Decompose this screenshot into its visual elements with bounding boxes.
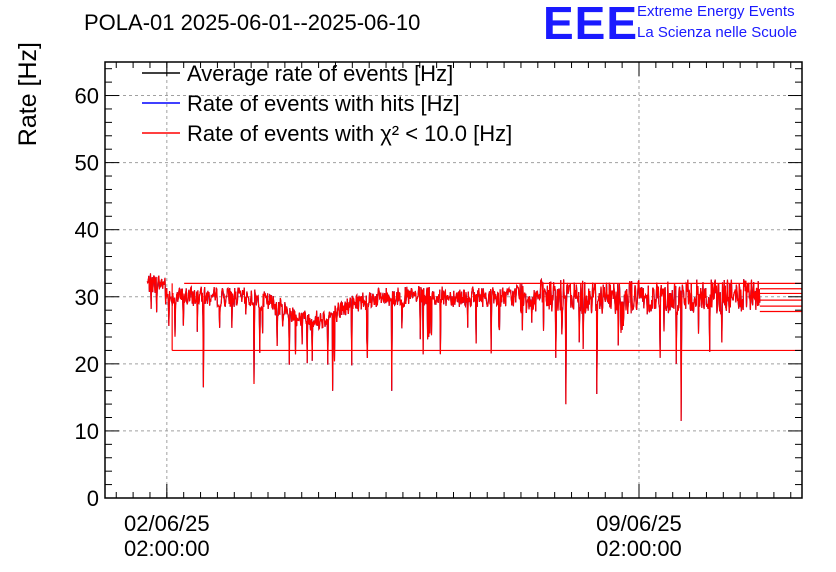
x-tick-label-time: 02:00:00 [596, 536, 682, 561]
y-tick-label: 0 [87, 486, 99, 511]
y-tick-label: 40 [75, 218, 99, 243]
eee-logo: EEE [543, 0, 639, 49]
y-axis: 0 10 20 30 40 50 60 Rate [Hz] [14, 42, 802, 511]
y-tick-label: 50 [75, 151, 99, 176]
y-tick-label: 30 [75, 285, 99, 310]
x-tick-label-date: 02/06/25 [124, 511, 210, 536]
y-axis-title: Rate [Hz] [14, 42, 42, 146]
chart-title: POLA-01 2025-06-01--2025-06-10 [84, 10, 421, 35]
y-tick-label: 10 [75, 419, 99, 444]
x-tick-label-date: 09/06/25 [596, 511, 682, 536]
legend-label: Rate of events with χ² < 10.0 [Hz] [187, 121, 512, 146]
plot-area [146, 273, 802, 421]
logo-subtitle-line2: La Scienza nelle Scuole [637, 24, 798, 41]
grid [105, 62, 802, 498]
x-tick-label-time: 02:00:00 [124, 536, 210, 561]
legend-label: Rate of events with hits [Hz] [187, 91, 460, 116]
logo-subtitle-line1: Extreme Energy Events [637, 3, 795, 20]
y-tick-label: 60 [75, 84, 99, 109]
series-rate-chi2 [146, 273, 761, 421]
y-tick-label: 20 [75, 352, 99, 377]
legend: Average rate of events [Hz] Rate of event… [142, 61, 512, 146]
legend-label: Average rate of events [Hz] [187, 61, 453, 86]
